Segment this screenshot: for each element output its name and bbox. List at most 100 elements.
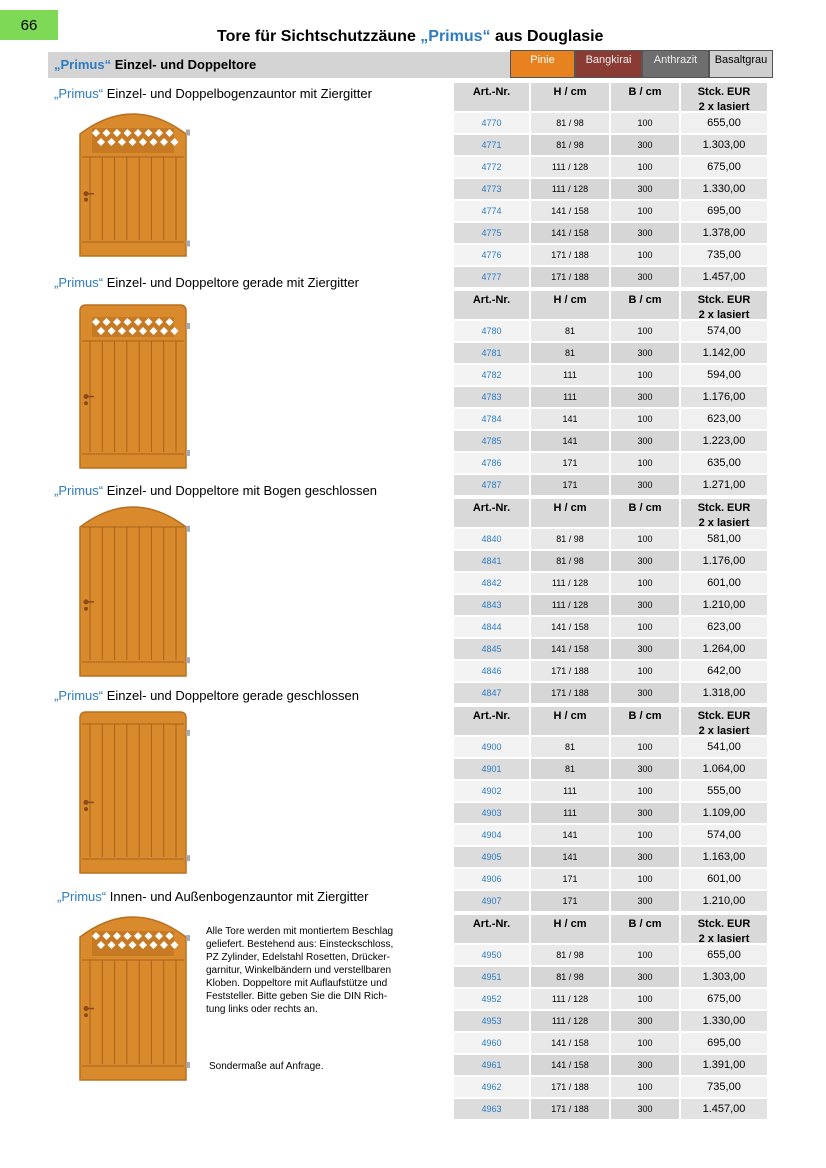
table-cell: 4773: [453, 178, 530, 200]
table-cell: 81 / 98: [530, 528, 610, 550]
product-brand: „Primus“: [54, 275, 104, 290]
table-cell: 4782: [453, 364, 530, 386]
table-cell: 1.271,00: [680, 474, 768, 496]
gate-part: [144, 318, 153, 326]
table-cell: 300: [610, 890, 680, 912]
table-cell: 1.223,00: [680, 430, 768, 452]
table-header: H / cm: [530, 914, 610, 944]
table-cell: 1.330,00: [680, 178, 768, 200]
table-cell: 623,00: [680, 408, 768, 430]
table-cell: 1.318,00: [680, 682, 768, 704]
gate-part: [165, 318, 174, 326]
gate-part: [84, 1013, 88, 1018]
note-line: garnitur, Winkelbändern und verstellbare…: [206, 965, 392, 976]
table-cell: 623,00: [680, 616, 768, 638]
table-cell: 300: [610, 550, 680, 572]
color-swatch: Basaltgrau: [709, 50, 773, 78]
header-text: H / cm: [553, 710, 587, 722]
table-cell: 4907: [453, 890, 530, 912]
table-cell: 100: [610, 660, 680, 682]
product-heading: „Primus“ Einzel- und Doppeltore gerade g…: [54, 688, 359, 703]
gate-part: [155, 318, 163, 326]
table-cell: 1.064,00: [680, 758, 768, 780]
table-cell: 81: [530, 736, 610, 758]
table-cell: 111 / 128: [530, 988, 610, 1010]
table-header: B / cm: [610, 498, 680, 528]
table-header: Stck. EUR 2 x lasiert: [680, 914, 768, 945]
header-text: Stck. EUR: [697, 294, 751, 306]
table-cell: 300: [610, 638, 680, 660]
gate-part: [186, 657, 190, 664]
table-cell: 171: [530, 868, 610, 890]
table-cell: 4783: [453, 386, 530, 408]
color-swatch: Anthrazit: [642, 50, 709, 78]
gate-part: [186, 449, 190, 456]
gate-part: [170, 941, 179, 949]
table-cell: 100: [610, 1032, 680, 1054]
gate-part: [144, 129, 153, 137]
title-brand: „Primus“: [420, 28, 491, 45]
table-header: Stck. EUR 2 x lasiert: [680, 290, 768, 321]
gate-part: [139, 138, 147, 146]
table-cell: 300: [610, 386, 680, 408]
table-header: Art.-Nr.: [453, 290, 530, 320]
table-cell: 300: [610, 1098, 680, 1120]
color-swatch: Pinie: [510, 50, 575, 78]
header-text: B / cm: [628, 502, 662, 514]
gate-part: [186, 729, 190, 736]
gate-part: [79, 711, 187, 874]
table-cell: 171 / 188: [530, 660, 610, 682]
gate-part: [186, 129, 190, 136]
table-cell: 601,00: [680, 572, 768, 594]
section-brand: „Primus“: [54, 57, 112, 72]
table-cell: 1.378,00: [680, 222, 768, 244]
header-text: Art.-Nr.: [472, 502, 511, 514]
header-text: Art.-Nr.: [472, 710, 511, 722]
table-cell: 171 / 188: [530, 1076, 610, 1098]
table-cell: 100: [610, 244, 680, 266]
table-cell: 100: [610, 200, 680, 222]
table-cell: 574,00: [680, 824, 768, 846]
gate-part: [107, 138, 116, 146]
gate-part: [160, 138, 168, 146]
section-title: Einzel- und Doppeltore: [111, 57, 257, 72]
table-cell: 141 / 158: [530, 638, 610, 660]
table-cell: 100: [610, 824, 680, 846]
table-cell: 4845: [453, 638, 530, 660]
table-cell: 100: [610, 1076, 680, 1098]
gate-part: [113, 318, 121, 326]
product-title: Innen- und Außenbogenzauntor mit Ziergit…: [106, 889, 369, 904]
section-bar: „Primus“ Einzel- und Doppeltore: [48, 52, 510, 78]
table-cell: 1.303,00: [680, 134, 768, 156]
table-cell: 300: [610, 758, 680, 780]
gate-part: [128, 138, 137, 146]
product-brand: „Primus“: [54, 483, 104, 498]
table-cell: 4777: [453, 266, 530, 288]
table-cell: 300: [610, 966, 680, 988]
gate-part: [118, 327, 126, 335]
header-text: 2 x lasiert: [698, 309, 750, 321]
header-text: B / cm: [628, 294, 662, 306]
table-cell: 695,00: [680, 200, 768, 222]
table-cell: 4786: [453, 452, 530, 474]
table-cell: 4952: [453, 988, 530, 1010]
product-brand: „Primus“: [57, 889, 107, 904]
table-cell: 4843: [453, 594, 530, 616]
gate-part: [165, 129, 174, 137]
gate-part: [113, 129, 121, 137]
gate-part: [107, 327, 116, 335]
table-cell: 655,00: [680, 944, 768, 966]
gate-part: [97, 138, 105, 146]
table-cell: 1.264,00: [680, 638, 768, 660]
header-text: B / cm: [628, 86, 662, 98]
table-cell: 100: [610, 616, 680, 638]
table-cell: 541,00: [680, 736, 768, 758]
gate-part: [113, 932, 121, 940]
table-cell: 635,00: [680, 452, 768, 474]
table-cell: 4962: [453, 1076, 530, 1098]
table-cell: 81: [530, 320, 610, 342]
table-cell: 4775: [453, 222, 530, 244]
table-cell: 300: [610, 802, 680, 824]
table-cell: 4844: [453, 616, 530, 638]
table-cell: 111 / 128: [530, 594, 610, 616]
